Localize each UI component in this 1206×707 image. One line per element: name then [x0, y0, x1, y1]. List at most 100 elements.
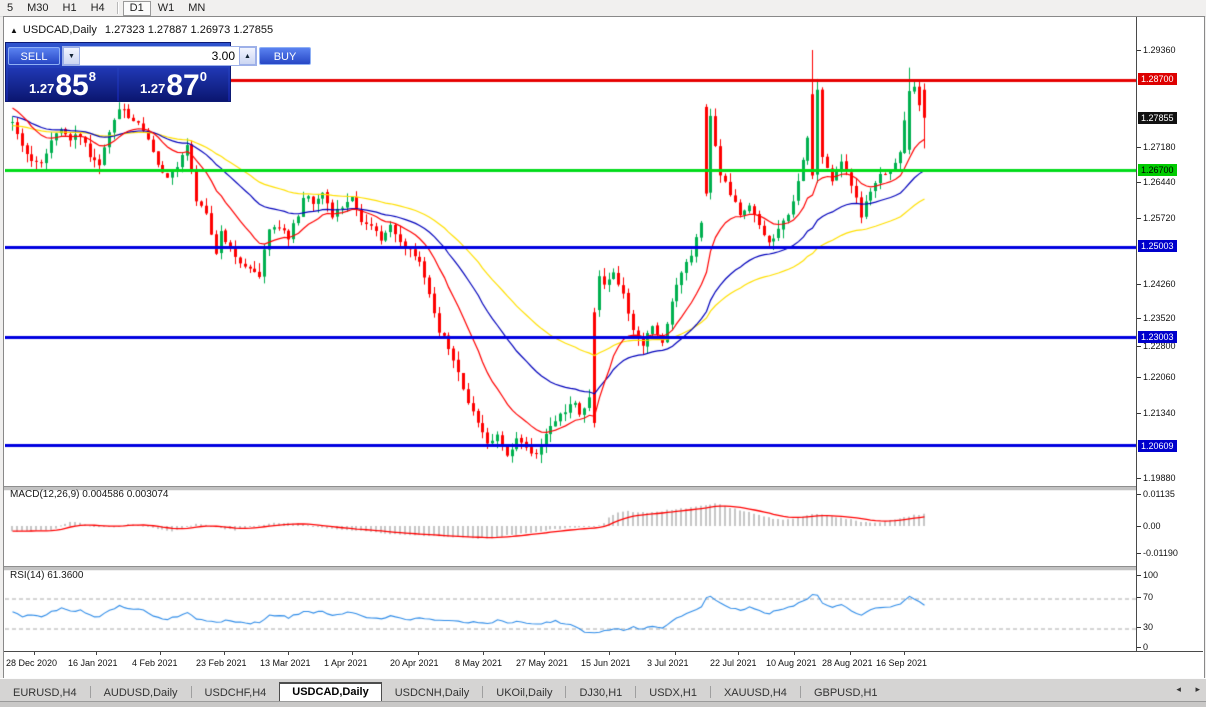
time-axis: 28 Dec 2020 16 Jan 2021 4 Feb 2021 23 Feb 2… [4, 652, 1203, 677]
macd-axis-label: 0.00 [1143, 521, 1161, 531]
time-axis-border [4, 651, 1203, 652]
tab-separator [482, 686, 484, 698]
price-axis-label: 1.27180 [1143, 142, 1176, 152]
price-axis-label: 1.23520 [1143, 313, 1176, 323]
macd-axis-label: 0.01135 [1143, 489, 1175, 499]
chart-tab-dj30[interactable]: DJ30,H1 [579, 687, 623, 699]
window-bottom-edge [0, 701, 1206, 707]
rsi-axis-label: 100 [1143, 570, 1159, 580]
axis-tick [1137, 627, 1141, 628]
time-axis-tick [850, 652, 851, 655]
axis-tick [1137, 575, 1141, 576]
axis-tick [1137, 553, 1141, 554]
chart-tab-xauusd[interactable]: XAUUSD,H4 [723, 687, 787, 699]
time-axis-tick [904, 652, 905, 655]
price-axis-label: 1.19880 [1143, 473, 1176, 483]
volume-stepper[interactable]: ▼ ▲ [62, 46, 257, 66]
volume-decrease-button[interactable]: ▼ [63, 47, 80, 65]
pane-separator[interactable] [4, 486, 1203, 491]
timeframe-button-w1[interactable]: W1 [157, 2, 175, 14]
time-axis-date-label: 8 May 2021 [455, 658, 503, 668]
axis-tick [1137, 377, 1141, 378]
time-axis-date-label: 15 Jun 2021 [581, 658, 631, 668]
chart-tab-gbpusd[interactable]: GBPUSD,H1 [813, 687, 878, 699]
time-axis-date-label: 27 May 2021 [516, 658, 569, 668]
macd-pane-canvas[interactable] [5, 489, 1136, 566]
timeframe-button-h1[interactable]: H1 [62, 2, 77, 14]
chart-tab-eurusd[interactable]: EURUSD,H4 [13, 687, 77, 699]
time-axis-date-label: 16 Jan 2021 [68, 658, 118, 668]
price-level-badge-blue: 1.25003 [1138, 240, 1177, 252]
axis-tick [1137, 346, 1141, 347]
price-level-badge-blue: 1.20609 [1138, 440, 1177, 452]
time-axis-date-label: 23 Feb 2021 [196, 658, 247, 668]
chart-tab-usdcad[interactable]: USDCAD,Daily [279, 682, 382, 703]
sell-price-main: 85 [55, 69, 89, 102]
tab-scroll-arrows: ◂ ▸ [1164, 684, 1200, 695]
timeframe-button-mn[interactable]: MN [188, 2, 206, 14]
price-axis-border [1136, 17, 1137, 651]
time-axis-tick [738, 652, 739, 655]
sell-price-quote[interactable]: 1.27 85 8 [8, 68, 117, 101]
price-level-badge-red: 1.28700 [1138, 73, 1177, 85]
volume-input[interactable] [80, 47, 239, 65]
chart-tab-usdx[interactable]: USDX,H1 [649, 687, 697, 699]
price-level-badge-black: 1.27855 [1138, 112, 1177, 124]
time-axis-tick [352, 652, 353, 655]
price-axis-label: 1.24260 [1143, 279, 1176, 289]
buy-button[interactable]: BUY [259, 47, 311, 65]
tab-scroll-left-icon[interactable]: ◂ [1176, 684, 1181, 694]
rsi-axis-label: 0 [1143, 642, 1149, 652]
time-axis-tick [288, 652, 289, 655]
price-axis-label: 1.21340 [1143, 408, 1176, 418]
sell-price-prefix: 1.27 [29, 81, 55, 96]
rsi-pane-canvas[interactable] [5, 569, 1136, 651]
sell-button[interactable]: SELL [8, 47, 60, 65]
time-axis-tick [483, 652, 484, 655]
collapse-triangle-icon: ▲ [10, 26, 18, 35]
tab-separator [635, 686, 637, 698]
time-axis-date-label: 20 Apr 2021 [390, 658, 439, 668]
timeframe-button-5[interactable]: 5 [7, 2, 14, 14]
price-axis-label: 1.22800 [1143, 341, 1176, 351]
chart-ohlc-values: 1.27323 1.27887 1.26973 1.27855 [104, 24, 274, 36]
timeframe-button-d1[interactable]: D1 [122, 0, 151, 16]
volume-increase-button[interactable]: ▲ [239, 47, 256, 65]
timeframe-toolbar: 5 M30 H1 H4 D1 W1 MN [0, 0, 1206, 17]
sell-price-pip: 8 [88, 69, 96, 84]
axis-tick [1137, 50, 1141, 51]
time-axis-date-label: 16 Sep 2021 [876, 658, 928, 668]
time-axis-date-label: 22 Jul 2021 [710, 658, 757, 668]
chart-symbol-label: USDCAD,Daily [22, 24, 97, 36]
time-axis-tick [224, 652, 225, 655]
axis-tick [1137, 494, 1141, 495]
macd-indicator-label: MACD(12,26,9) 0.004586 0.003074 [10, 489, 169, 500]
time-axis-tick [794, 652, 795, 655]
price-axis-label: 1.25720 [1143, 213, 1176, 223]
rsi-axis-label: 30 [1143, 622, 1154, 632]
axis-tick [1137, 597, 1141, 598]
time-axis-tick [544, 652, 545, 655]
axis-tick [1137, 147, 1141, 148]
price-level-badge-blue: 1.23003 [1138, 331, 1177, 343]
chart-tab-usdchf[interactable]: USDCHF,H4 [204, 687, 267, 699]
buy-price-quote[interactable]: 1.27 87 0 [119, 68, 228, 101]
axis-tick [1137, 647, 1141, 648]
time-axis-tick [675, 652, 676, 655]
time-axis-date-label: 4 Feb 2021 [132, 658, 178, 668]
rsi-indicator-label: RSI(14) 61.3600 [10, 570, 84, 581]
timeframe-button-h4[interactable]: H4 [90, 2, 105, 14]
tab-scroll-right-icon[interactable]: ▸ [1195, 684, 1200, 694]
chart-tab-usdcnh[interactable]: USDCNH,Daily [394, 687, 470, 699]
price-axis-label: 1.22060 [1143, 372, 1176, 382]
chart-tab-audusd[interactable]: AUDUSD,Daily [103, 687, 178, 699]
tab-separator [799, 686, 801, 698]
time-axis-tick [418, 652, 419, 655]
time-axis-tick [34, 652, 35, 655]
pane-separator[interactable] [4, 566, 1203, 571]
timeframe-button-m30[interactable]: M30 [27, 2, 49, 14]
tab-separator [190, 686, 192, 698]
toolbar-separator [116, 2, 118, 14]
chart-tab-ukoil[interactable]: UKOil,Daily [496, 687, 553, 699]
